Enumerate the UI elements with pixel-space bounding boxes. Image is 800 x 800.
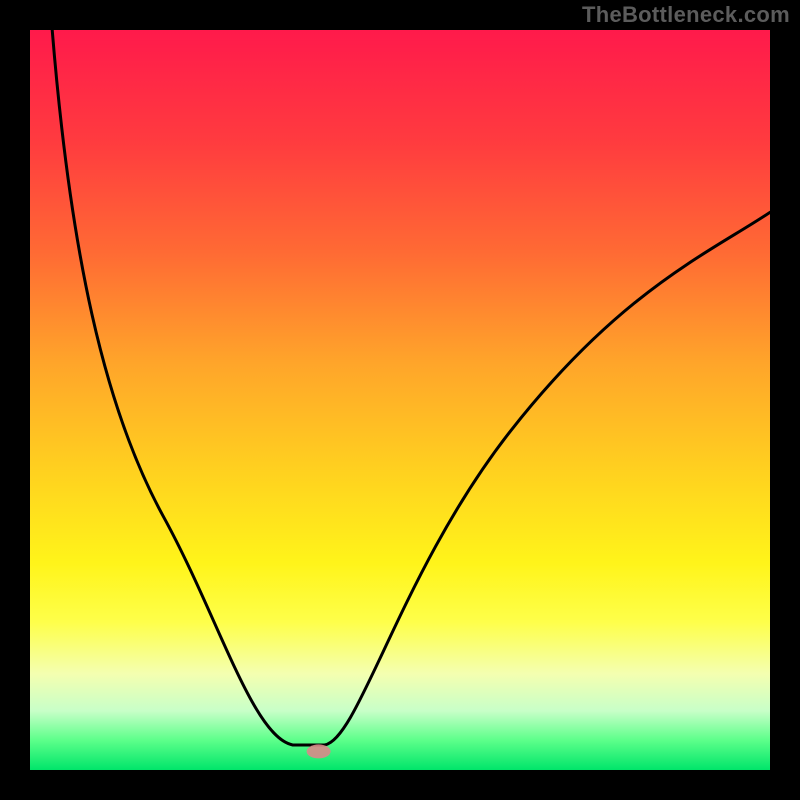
chart-svg (0, 0, 800, 800)
watermark-text: TheBottleneck.com (582, 2, 790, 28)
optimal-point-marker (307, 744, 331, 758)
bottleneck-chart: TheBottleneck.com (0, 0, 800, 800)
plot-background (30, 30, 770, 770)
